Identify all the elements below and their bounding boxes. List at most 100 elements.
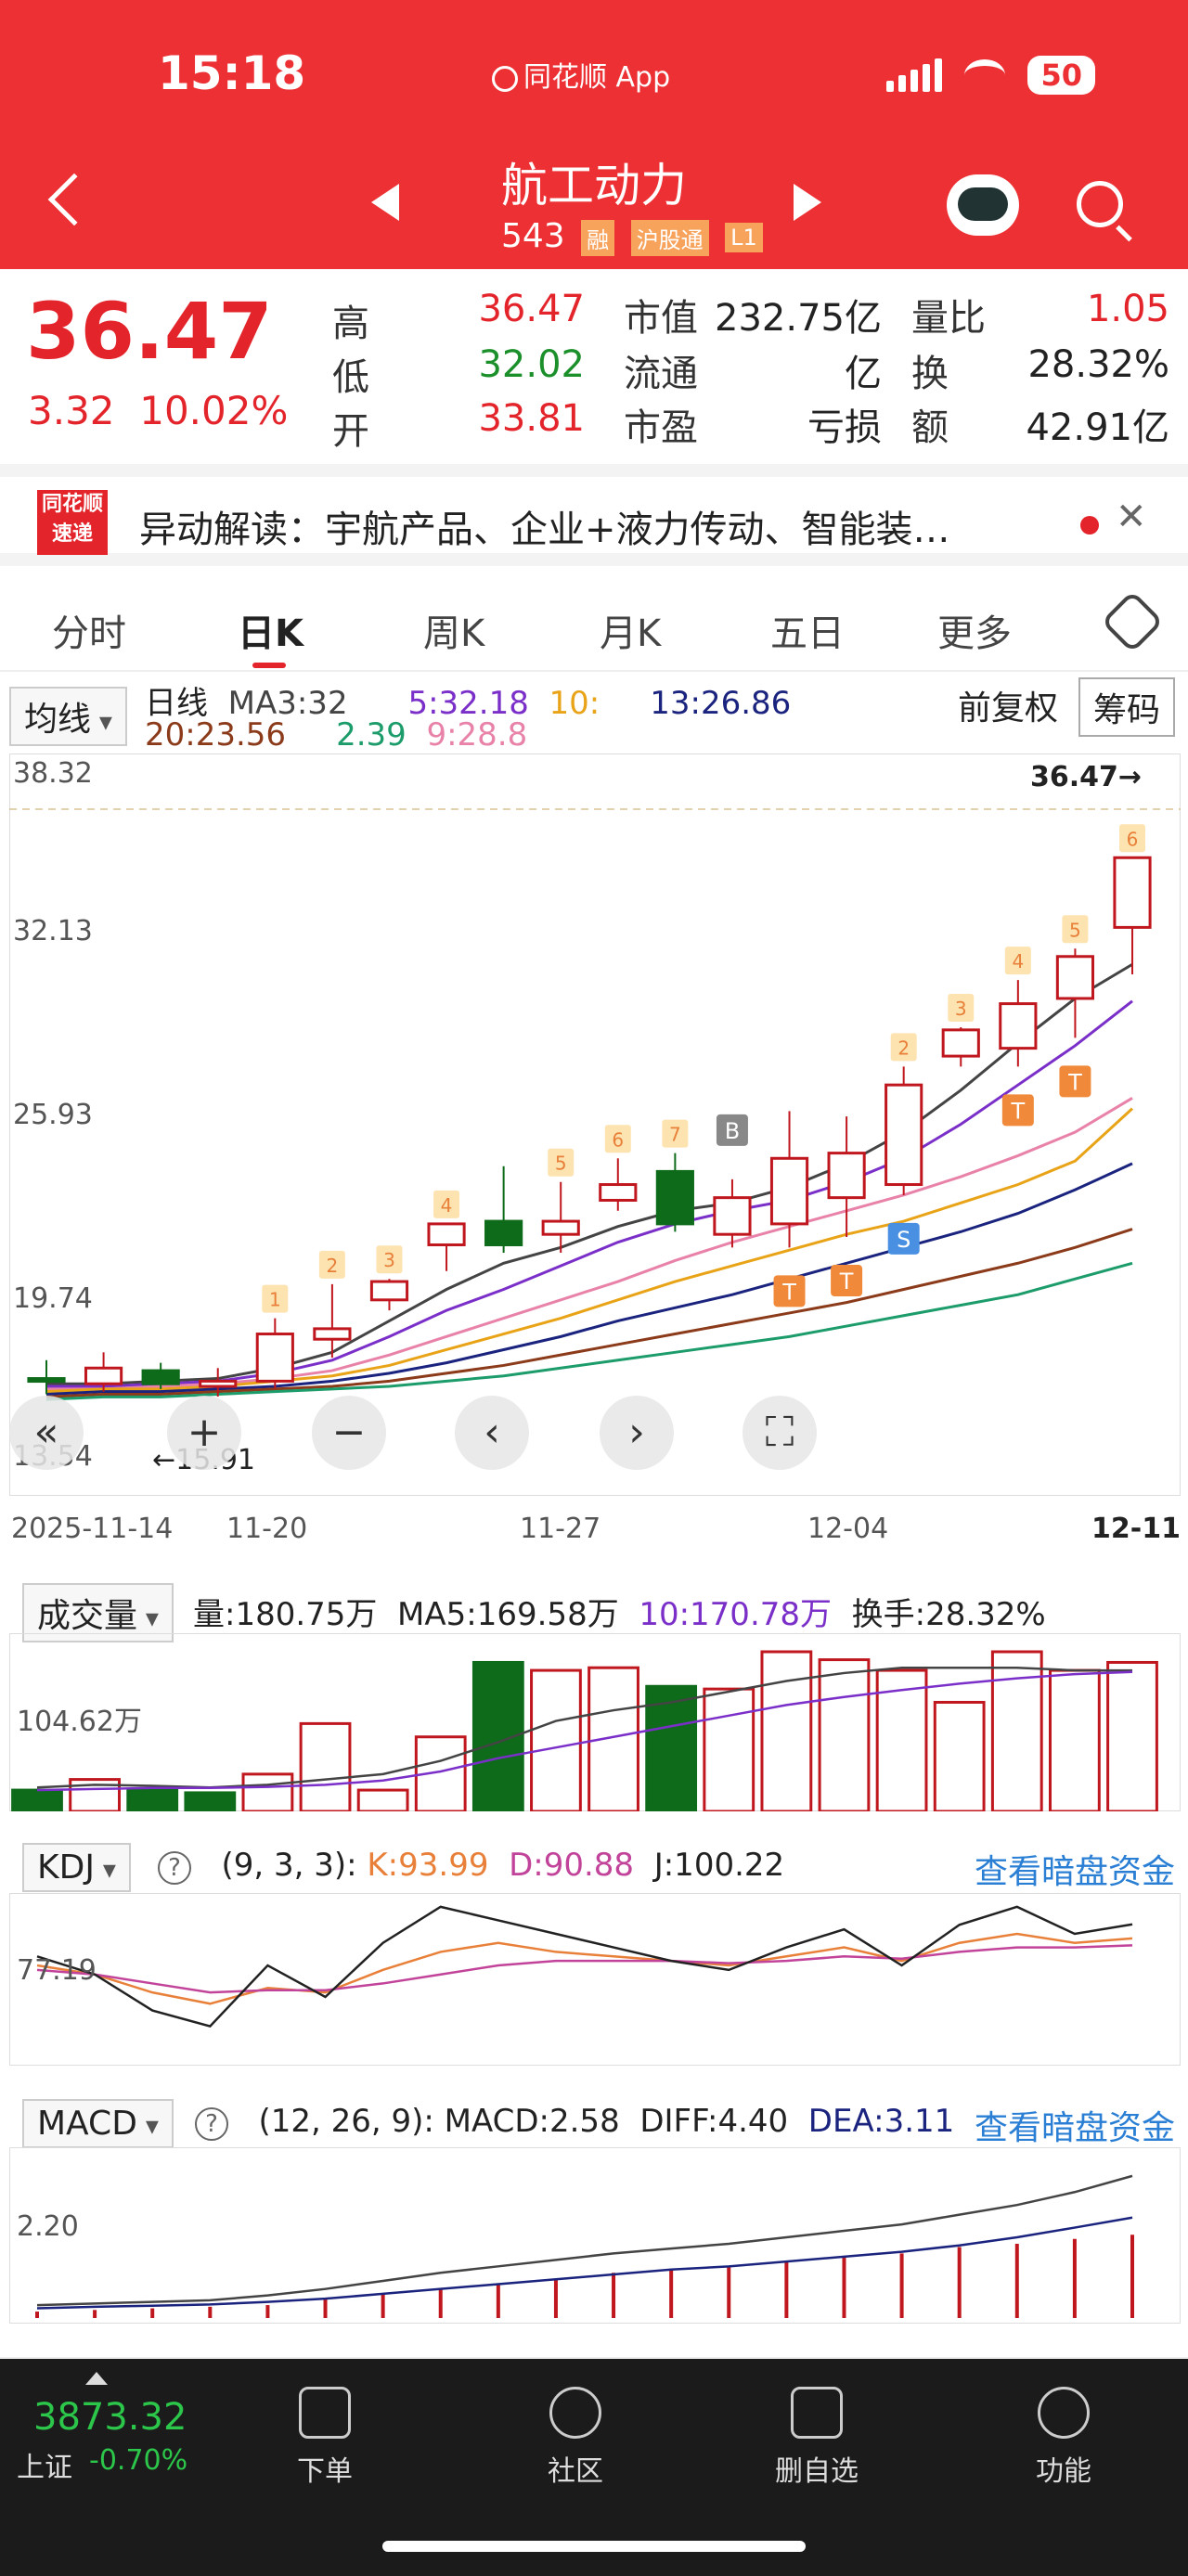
streak-marker-bg [1004, 947, 1031, 975]
candle-body [141, 1369, 180, 1385]
streak-marker-text: 3 [383, 1249, 395, 1271]
volume-line-ma10 [36, 1670, 1133, 1792]
tab-weekly[interactable]: 周K [423, 612, 485, 655]
kdj-line-k [36, 1932, 1133, 2005]
y-tick-3: 25.93 [13, 1099, 93, 1131]
macd-dea: DEA:3.11 [807, 2103, 955, 2140]
scroll-left-fast-icon[interactable]: « [9, 1396, 84, 1470]
candle-body [655, 1169, 694, 1226]
adjust-mode[interactable]: 前复权 [958, 689, 1059, 728]
signal-marker-text: T [839, 1269, 854, 1294]
ratio-label: 量比 [911, 297, 986, 340]
news-logo: 同花顺 速递 [37, 490, 108, 555]
scroll-left-icon[interactable]: ‹ [455, 1396, 529, 1470]
signal-marker-bg [887, 1222, 920, 1255]
turnover-value: 28.32% [1027, 343, 1169, 386]
volume-bar [356, 1788, 409, 1811]
next-stock-icon[interactable] [794, 184, 821, 221]
low-value: 32.02 [478, 343, 585, 386]
tab-five-day[interactable]: 五日 [770, 612, 845, 655]
streak-marker-bg [1062, 915, 1089, 944]
kline-chart[interactable]: 1 2 3 4 5 6 7 3 2 4 5 6 B S T T T T [9, 753, 1181, 1496]
macd-diff: DIFF:4.40 [639, 2103, 789, 2140]
expand-up-icon[interactable] [85, 2372, 108, 2385]
kdj-dark-pool-link[interactable]: 查看暗盘资金 [975, 1853, 1176, 1891]
streak-marker-text: 4 [441, 1194, 453, 1217]
nav-community[interactable]: 社区 [501, 2387, 650, 2489]
tab-monthly[interactable]: 月K [600, 612, 662, 655]
candle-body [369, 1280, 409, 1302]
ma-line-ma10 [46, 1097, 1133, 1391]
panel-frame [9, 1893, 1181, 2066]
nav-remove-watchlist[interactable]: 删自选 [742, 2387, 891, 2489]
help-icon[interactable]: ? [195, 2107, 228, 2141]
streak-marker-text: 5 [555, 1153, 567, 1175]
volume-bar [299, 1721, 352, 1811]
kdj-y-tick: 77.19 [17, 1954, 97, 1987]
nav-community-label: 社区 [548, 2455, 603, 2488]
x-tick-4: 12-04 [807, 1513, 889, 1545]
volume-chart[interactable] [9, 1633, 1181, 1811]
signal-marker-text: T [781, 1279, 796, 1305]
streak-marker-text: 1 [269, 1289, 281, 1311]
volume-select[interactable]: 成交量 [22, 1583, 174, 1642]
y-tick-2: 32.13 [13, 915, 93, 947]
tab-underline [252, 663, 286, 668]
app-badge: 同花顺 App [492, 54, 670, 95]
candle-body [769, 1156, 809, 1226]
ma-line-ma30 [45, 1228, 1133, 1398]
assistant-robot-icon[interactable] [947, 174, 1019, 236]
candle-body [255, 1333, 294, 1383]
search-icon[interactable] [1077, 181, 1123, 227]
volume-stats: 量:180.75万 MA5:169.58万 10:170.78万 换手:28.3… [193, 1589, 1046, 1634]
news-banner[interactable]: 同花顺 速递 异动解读：宇航产品、企业+液力传动、智能装… ✕ [0, 464, 1188, 566]
candle-body [599, 1183, 638, 1202]
streak-marker-text: 6 [612, 1128, 624, 1151]
home-indicator [382, 2541, 806, 2552]
volume-bar [990, 1650, 1043, 1811]
news-text[interactable]: 异动解读：宇航产品、企业+液力传动、智能装… [139, 509, 950, 551]
volume-bar [241, 1772, 294, 1811]
indicator-select[interactable]: 均线 [9, 687, 127, 746]
x-tick-1: 2025-11-14 [11, 1513, 174, 1545]
app-header: 15:18 同花顺 App 50 航工动力 543 融 沪股通 L1 [0, 0, 1188, 269]
ma20-value: 20:23.56 [145, 716, 287, 753]
float-label: 流通 [624, 353, 698, 395]
help-icon[interactable]: ? [158, 1851, 191, 1885]
streak-marker-bg [662, 1119, 689, 1148]
signal-icon [886, 58, 943, 92]
low-label: 低 [332, 356, 369, 399]
volume-ma5: MA5:169.58万 [397, 1596, 619, 1633]
chips-button[interactable]: 筹码 [1078, 677, 1176, 737]
kline-ma-row2: 20:23.56 2.39 9:28.8 [145, 716, 527, 753]
tab-more[interactable]: 更多 [937, 612, 1012, 655]
ma30-value: 2.39 [336, 716, 407, 753]
tab-daily[interactable]: 日K [238, 612, 303, 655]
kdj-line-d [36, 1944, 1133, 1994]
macd-select[interactable]: MACD [22, 2099, 174, 2148]
fullscreen-icon[interactable]: ⛶ [742, 1396, 817, 1470]
kdj-chart[interactable] [9, 1893, 1181, 2066]
close-icon[interactable]: ✕ [1116, 496, 1147, 538]
x-tick-3: 11-27 [520, 1513, 601, 1545]
prev-stock-icon[interactable] [371, 184, 399, 221]
volume-bar [703, 1687, 755, 1811]
volume-bar [530, 1668, 582, 1811]
nav-order[interactable]: 下单 [251, 2387, 399, 2489]
zoom-in-icon[interactable]: + [167, 1396, 241, 1470]
tab-intraday[interactable]: 分时 [52, 612, 126, 655]
macd-chart[interactable] [9, 2147, 1181, 2324]
kdj-select[interactable]: KDJ [22, 1843, 131, 1892]
candle-body [1113, 856, 1152, 929]
ma-line-ma20 [45, 1162, 1133, 1397]
macd-dark-pool-link[interactable]: 查看暗盘资金 [975, 2109, 1176, 2147]
unread-dot [1080, 516, 1099, 535]
zoom-out-icon[interactable]: − [312, 1396, 386, 1470]
nav-functions[interactable]: 功能 [989, 2387, 1138, 2489]
scroll-right-icon[interactable]: › [600, 1396, 674, 1470]
streak-marker-text: 7 [669, 1124, 681, 1146]
index-value[interactable]: 3873.32 [33, 2396, 187, 2439]
order-icon [299, 2387, 351, 2439]
streak-marker-text: 3 [955, 998, 967, 1020]
settings-icon[interactable] [1101, 590, 1164, 653]
